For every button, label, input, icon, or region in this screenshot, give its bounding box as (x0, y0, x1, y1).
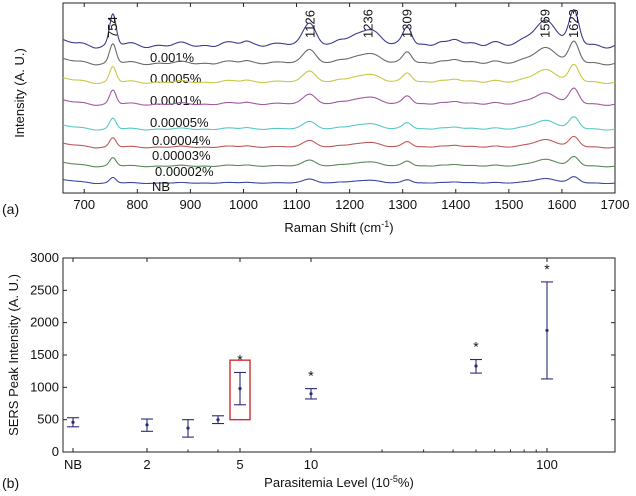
spectrum-line (62, 63, 616, 85)
panel-a-xlabel-close: ) (389, 220, 393, 235)
panel-a-xtick-label: 1100 (283, 197, 311, 212)
spectrum-label: 0.00002% (155, 164, 214, 179)
panel-b-xtick-label: 5 (236, 457, 243, 472)
data-point (238, 387, 242, 391)
panel-b-xtick-label: 10 (304, 457, 318, 472)
panel-b-ytick-label: 2500 (30, 282, 59, 297)
spectrum-line (62, 135, 616, 149)
panel-b-xtick-label: 100 (536, 457, 558, 472)
peak-label: 1623 (566, 9, 581, 38)
panel-b-ylabel: SERS Peak Intensity (A. U.) (6, 274, 21, 436)
spectrum-line (62, 87, 616, 106)
panel-a-xlabel: Raman Shift (cm-1) (284, 219, 393, 235)
spectrum-label: 0.0005% (150, 71, 202, 86)
panel-a-xtick-label: 800 (126, 197, 148, 212)
panel-a-xtick-label: 1400 (441, 197, 470, 212)
panel-a-xtick-label: 1300 (388, 197, 417, 212)
spectrum-line (62, 155, 616, 168)
panel-b-ytick-label: 3000 (30, 250, 59, 265)
panel-a-frame (62, 2, 616, 194)
panel-b-xlabel: Parasitemia Level (10-5%) (264, 474, 414, 490)
spectrum-line (62, 116, 616, 131)
panel-b-xlabel-close: %) (398, 475, 414, 490)
peak-label: 1126 (302, 10, 317, 38)
panel-b-ytick-label: 1000 (30, 379, 59, 394)
panel-a-xtick-label: 1600 (547, 197, 576, 212)
panel-b-xtick-label: NB (64, 457, 82, 472)
spectrum-label: NB (152, 179, 170, 194)
panel-b-ytick-label: 0 (52, 444, 59, 459)
significance-star: * (544, 261, 550, 277)
panel-a-ylabel: Intensity (A. U.) (12, 48, 27, 138)
spectrum-label: 0.0001% (150, 93, 202, 108)
peak-label: 754 (105, 16, 120, 38)
significance-star: * (308, 368, 314, 384)
panel-b-ytick-label: 1500 (30, 347, 59, 362)
significance-star: * (473, 339, 479, 355)
panel-b-ytick-label: 2000 (30, 315, 59, 330)
panel-a-xtick-label: 1200 (335, 197, 364, 212)
panel-a-xtick-label: 1000 (229, 197, 258, 212)
significance-star: * (237, 351, 243, 367)
peak-label: 1309 (399, 9, 414, 38)
panel-a-tag: (a) (2, 201, 19, 217)
highlight-box (229, 359, 251, 421)
panel-b-ytick-label: 500 (37, 412, 59, 427)
panel-a-xlabel-sup: -1 (381, 219, 389, 229)
peak-label: 1569 (537, 9, 552, 38)
data-point (474, 364, 478, 368)
panel-b-xtick-label: 2 (143, 457, 150, 472)
data-point (309, 392, 313, 396)
panel-a-xtick-label: 1500 (494, 197, 523, 212)
panel-b-tag: (b) (2, 475, 19, 491)
spectrum-line (62, 40, 616, 66)
panel-b-frame (62, 257, 616, 453)
panel-a-xtick-label: 700 (73, 197, 95, 212)
spectrum-line (62, 9, 616, 49)
panel-a-xtick-label: 1700 (601, 197, 630, 212)
data-point (145, 423, 149, 427)
data-point (216, 418, 220, 422)
panel-a-xtick-label: 900 (180, 197, 202, 212)
data-point (545, 328, 549, 333)
spectrum-label: 0.00004% (152, 133, 211, 148)
spectrum-label: 0.00005% (150, 115, 209, 130)
panel-b-xlabel-sup: -5 (390, 474, 398, 484)
spectrum-label: 0.00003% (152, 148, 211, 163)
data-point (186, 426, 190, 430)
spectrum-line (62, 176, 616, 185)
peak-label: 1236 (361, 9, 376, 38)
data-point (71, 420, 75, 424)
